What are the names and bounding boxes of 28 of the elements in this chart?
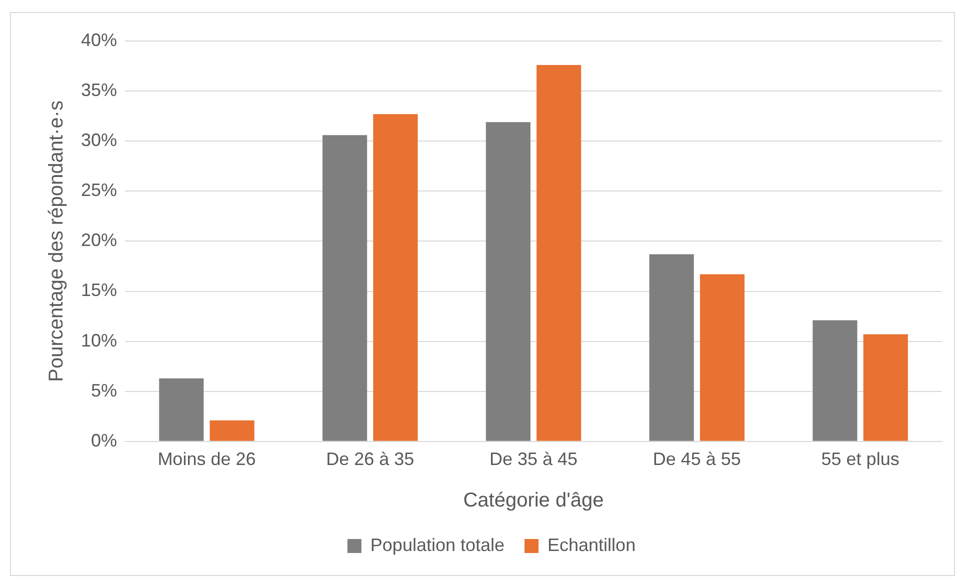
bar — [863, 334, 908, 441]
y-tick-label: 35% — [80, 80, 118, 100]
y-tick-label: 25% — [80, 180, 118, 200]
bar — [700, 274, 745, 441]
y-tick-label: 40% — [80, 30, 118, 50]
y-tick-label: 5% — [91, 380, 118, 400]
x-tick-label: 55 et plus — [821, 449, 900, 470]
legend-label: Population totale — [370, 534, 505, 555]
bar — [373, 114, 418, 441]
y-tick-label: 10% — [80, 330, 118, 350]
y-axis-title: Pourcentage des répondant·e·s — [46, 100, 68, 382]
x-tick-label: De 45 à 55 — [652, 449, 741, 470]
legend-label: Echantillon — [548, 534, 636, 555]
y-tick-label: 20% — [80, 230, 118, 250]
bar — [159, 378, 204, 441]
bar — [210, 420, 254, 441]
bar — [812, 320, 858, 441]
x-tick-label: De 26 à 35 — [326, 449, 414, 470]
x-tick-label: De 35 à 45 — [489, 449, 578, 470]
bar — [649, 254, 694, 441]
x-tick-label: Moins de 26 — [158, 449, 256, 470]
x-axis-title: Catégorie d'âge — [463, 490, 604, 512]
y-tick-label: 15% — [80, 280, 118, 300]
y-tick-label: 0% — [91, 430, 118, 450]
y-tick-label: 30% — [80, 130, 118, 150]
bar — [322, 135, 368, 441]
bar — [536, 65, 582, 441]
bar — [486, 122, 530, 441]
